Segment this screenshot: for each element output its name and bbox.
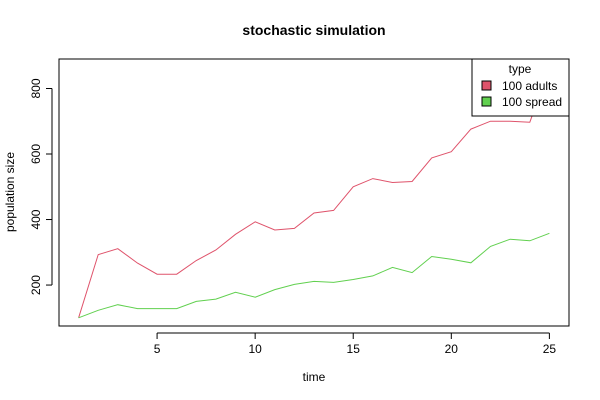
- series-layer: [78, 68, 550, 319]
- legend-title: type: [509, 62, 532, 76]
- axes-layer: 5 10 15 20 25 200 400 600 800: [29, 78, 556, 356]
- y-tick-label: 200: [29, 275, 43, 295]
- legend-entry-2: 100 spread: [502, 95, 562, 109]
- legend-entry-1: 100 adults: [502, 79, 557, 93]
- x-axis-label: time: [303, 370, 326, 384]
- x-tick-label: 20: [445, 342, 459, 356]
- chart-title: stochastic simulation: [242, 22, 385, 38]
- legend-swatch-1: [481, 80, 492, 91]
- x-tick-label: 15: [347, 342, 361, 356]
- series-line-1: [78, 68, 550, 318]
- legend-swatch-2: [481, 96, 492, 107]
- x-tick-label: 25: [543, 342, 557, 356]
- y-tick-label: 400: [29, 209, 43, 229]
- plot-box: [58, 58, 570, 327]
- legend: type 100 adults 100 spread: [471, 58, 570, 117]
- x-tick-label: 10: [248, 342, 262, 356]
- series-line-2: [78, 232, 550, 319]
- y-axis-label: population size: [3, 152, 17, 232]
- x-tick-label: 5: [154, 342, 161, 356]
- y-tick-label: 800: [29, 78, 43, 98]
- y-tick-label: 600: [29, 144, 43, 164]
